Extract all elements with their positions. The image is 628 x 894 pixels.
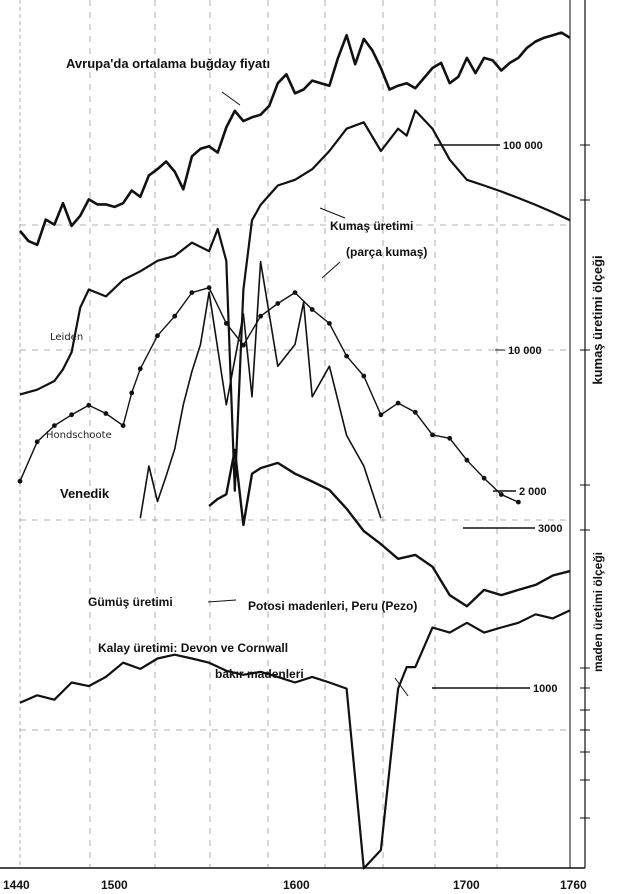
series-hondschoote [19, 287, 519, 503]
hondschoote-point [86, 402, 92, 408]
x-tick-labels: 1440 1500 1600 1700 1760 [3, 878, 587, 892]
hondschoote-point [223, 321, 229, 326]
right-axis-label-maden: maden üretimi ölçeği [591, 552, 605, 672]
hondschoote-point [447, 435, 453, 441]
right-tick-2000: 2 000 [519, 486, 547, 498]
right-tick-3000: 3000 [538, 523, 562, 535]
hondschoote-point [120, 423, 126, 428]
hondschoote-point [309, 307, 315, 312]
leader-cloth-1 [319, 207, 346, 219]
hondschoote-point [172, 313, 178, 319]
right-tick-100000: 100 000 [503, 140, 543, 152]
label-cloth-sub: (parça kumaş) [346, 245, 427, 259]
label-wheat-line1: Avrupa'da ortalama buğday fiyatı [66, 56, 270, 71]
leader-silver [207, 599, 237, 603]
hondschoote-point [241, 342, 246, 348]
label-tin-line1: Kalay üretimi: Devon ve Cornwall [98, 641, 288, 655]
hondschoote-point [481, 475, 487, 481]
hondschoote-point [430, 432, 435, 438]
x-tick-1600: 1600 [283, 878, 310, 892]
x-tick-1700: 1700 [453, 878, 480, 892]
right-minor-ticks [580, 144, 590, 819]
label-venedik: Venedik [60, 486, 110, 501]
hondschoote-point [344, 353, 349, 359]
label-cloth-title: Kumaş üretimi [330, 219, 413, 233]
hondschoote-point [206, 285, 212, 291]
x-tick-1760: 1760 [560, 878, 587, 892]
right-tick-10000: 10 000 [508, 345, 542, 357]
hondschoote-point [103, 411, 109, 416]
series-venedik [139, 260, 382, 519]
hondschoote-point [275, 301, 281, 306]
hondschoote-point [69, 412, 74, 418]
hondschoote-points [17, 285, 521, 505]
leader-tin [394, 677, 409, 697]
leader-lines [207, 91, 409, 697]
series-wheat-price [19, 31, 571, 247]
hondschoote-point [498, 492, 504, 497]
right-scale: 100 000 10 000 2 000 3000 1000 [432, 140, 590, 819]
hondschoote-point [52, 423, 57, 428]
label-tin-line2: bakır madenleri [215, 667, 304, 681]
hondschoote-point [516, 499, 521, 505]
label-potosi: Potosi madenleri, Peru (Pezo) [248, 599, 417, 613]
hondschoote-point [17, 478, 23, 484]
hondschoote-point [129, 390, 135, 396]
label-silver: Gümüş üretimi [88, 595, 173, 609]
hondschoote-point [395, 400, 401, 406]
grid [19, 0, 570, 868]
right-axis-label-kumas: kumaş üretimi ölçeği [590, 255, 605, 384]
series-tin-copper [19, 609, 571, 870]
x-tick-1440: 1440 [3, 878, 30, 892]
hondschoote-point [361, 373, 367, 379]
hondschoote-point [327, 321, 332, 326]
hondschoote-point [258, 313, 263, 319]
right-tick-1000: 1000 [533, 683, 557, 695]
hondschoote-point [189, 290, 195, 295]
series [19, 31, 571, 870]
hondschoote-point [464, 457, 470, 463]
hondschoote-point [137, 366, 143, 372]
label-hondschoote: Hondschoote [46, 430, 112, 441]
series-silver [208, 448, 571, 608]
x-tick-1500: 1500 [101, 878, 128, 892]
leader-cloth-2 [321, 261, 341, 279]
hondschoote-point [412, 409, 418, 415]
hondschoote-point [155, 333, 160, 339]
hondschoote-point [292, 290, 298, 295]
hondschoote-point [34, 439, 40, 445]
label-leiden: Leiden [50, 332, 83, 343]
leader-wheat [221, 91, 241, 106]
series-leiden [19, 109, 571, 492]
hondschoote-point [378, 412, 384, 418]
